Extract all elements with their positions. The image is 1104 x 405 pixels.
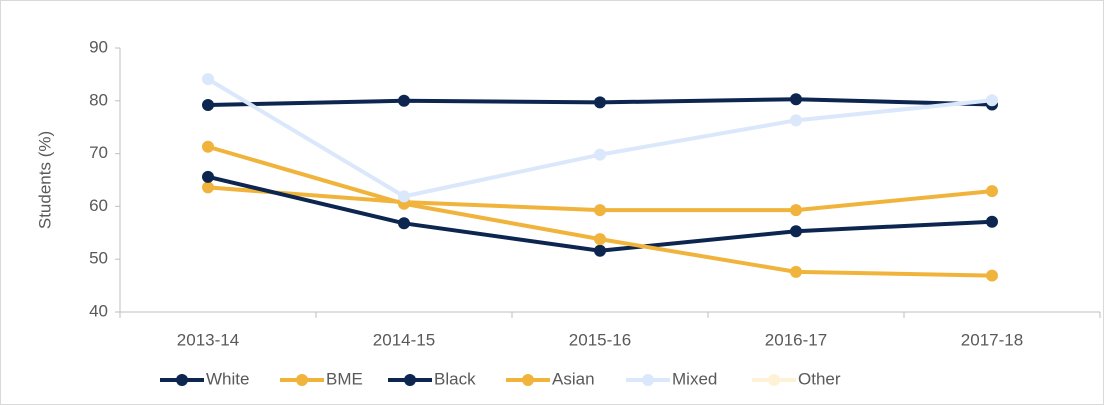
series-marker <box>202 73 214 86</box>
legend-marker <box>404 374 416 386</box>
series-marker <box>986 215 998 228</box>
series-marker <box>594 204 606 217</box>
legend-label: Black <box>434 369 476 388</box>
legend-label: Mixed <box>672 369 717 388</box>
x-tick-label: 2014-15 <box>373 330 435 349</box>
y-tick-label: 50 <box>89 249 108 268</box>
series-marker <box>594 96 606 109</box>
series-marker <box>986 269 998 282</box>
series-marker <box>790 225 802 238</box>
legend-label: White <box>206 369 249 388</box>
y-tick-label: 40 <box>89 301 108 320</box>
x-tick-label: 2017-18 <box>961 330 1023 349</box>
x-tick-label: 2016-17 <box>765 330 827 349</box>
series-marker <box>202 170 214 183</box>
series-marker <box>398 94 410 107</box>
x-tick-label: 2013-14 <box>177 330 239 349</box>
series-marker <box>594 233 606 246</box>
legend-marker <box>768 374 780 386</box>
series-marker <box>986 94 998 107</box>
legend-marker <box>642 374 654 386</box>
series-marker <box>202 99 214 112</box>
y-tick-label: 80 <box>89 90 108 109</box>
y-tick-label: 90 <box>89 37 108 56</box>
series-marker <box>202 181 214 194</box>
series-marker <box>790 204 802 217</box>
legend-marker <box>522 374 534 386</box>
series-marker <box>986 185 998 198</box>
legend-marker <box>296 374 308 386</box>
series-marker <box>790 93 802 106</box>
series-marker <box>594 244 606 257</box>
legend-marker <box>176 374 188 386</box>
legend-label: BME <box>326 369 363 388</box>
y-axis-label: Students (%) <box>35 131 54 229</box>
series-marker <box>594 148 606 161</box>
series-marker <box>398 217 410 230</box>
series-marker <box>790 114 802 127</box>
series-marker <box>790 265 802 278</box>
x-tick-label: 2015-16 <box>569 330 631 349</box>
y-tick-label: 60 <box>89 196 108 215</box>
series-marker <box>398 190 410 203</box>
series-marker <box>202 140 214 153</box>
y-tick-label: 70 <box>89 143 108 162</box>
legend-label: Other <box>798 369 841 388</box>
legend-label: Asian <box>552 369 595 388</box>
